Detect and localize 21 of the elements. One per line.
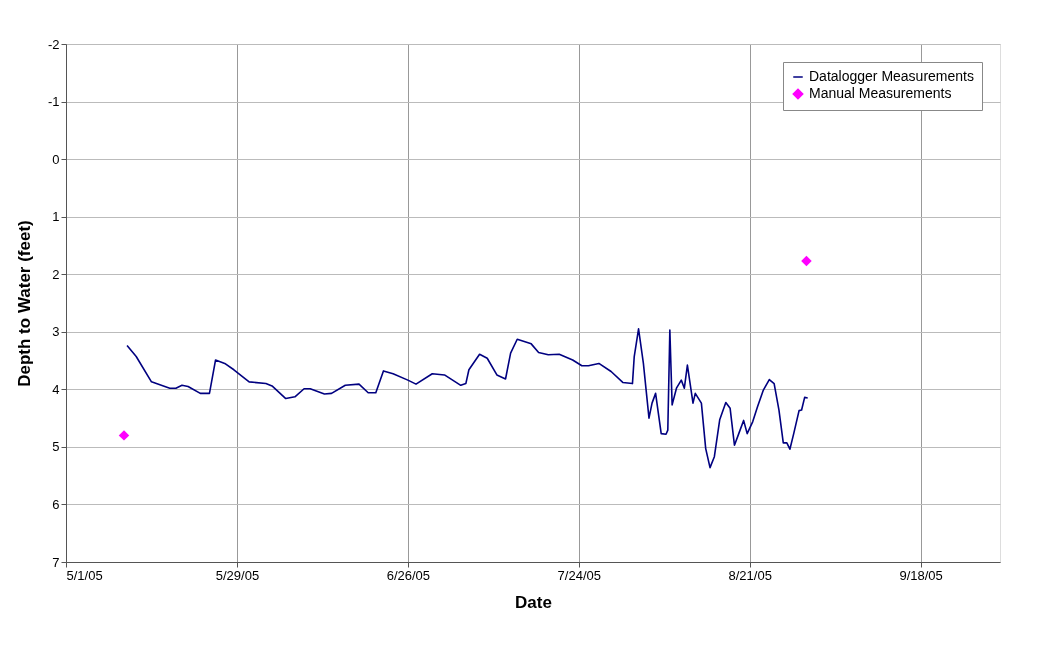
y-axis-title: Depth to Water (feet) — [14, 220, 34, 387]
x-tick-label: 7/24/05 — [557, 567, 601, 583]
y-tick-label: 2 — [52, 266, 60, 282]
line-series — [126, 328, 809, 469]
y-tick-label: -2 — [47, 36, 60, 52]
y-tick-label: 5 — [52, 439, 60, 455]
x-tick-label: 6/26/05 — [386, 567, 431, 583]
y-tick-label: 7 — [52, 554, 60, 570]
y-tick-label: 4 — [52, 381, 60, 397]
y-tick-label: 3 — [52, 324, 60, 340]
x-tick-label: 5/1/05 — [66, 567, 103, 583]
x-axis-title: Date — [515, 592, 552, 612]
x-tick-label: 8/21/05 — [728, 567, 772, 583]
y-tick-label: 6 — [52, 496, 60, 512]
legend-label: Manual Measurements — [809, 85, 952, 101]
x-tick-label: 5/29/05 — [215, 567, 260, 583]
legend-label: Datalogger Measurements — [809, 68, 974, 84]
y-tick-label: -1 — [47, 94, 60, 110]
y-tick-label: 0 — [52, 151, 60, 167]
y-tick-label: 1 — [52, 209, 60, 225]
x-tick-label: 9/18/05 — [899, 567, 943, 583]
